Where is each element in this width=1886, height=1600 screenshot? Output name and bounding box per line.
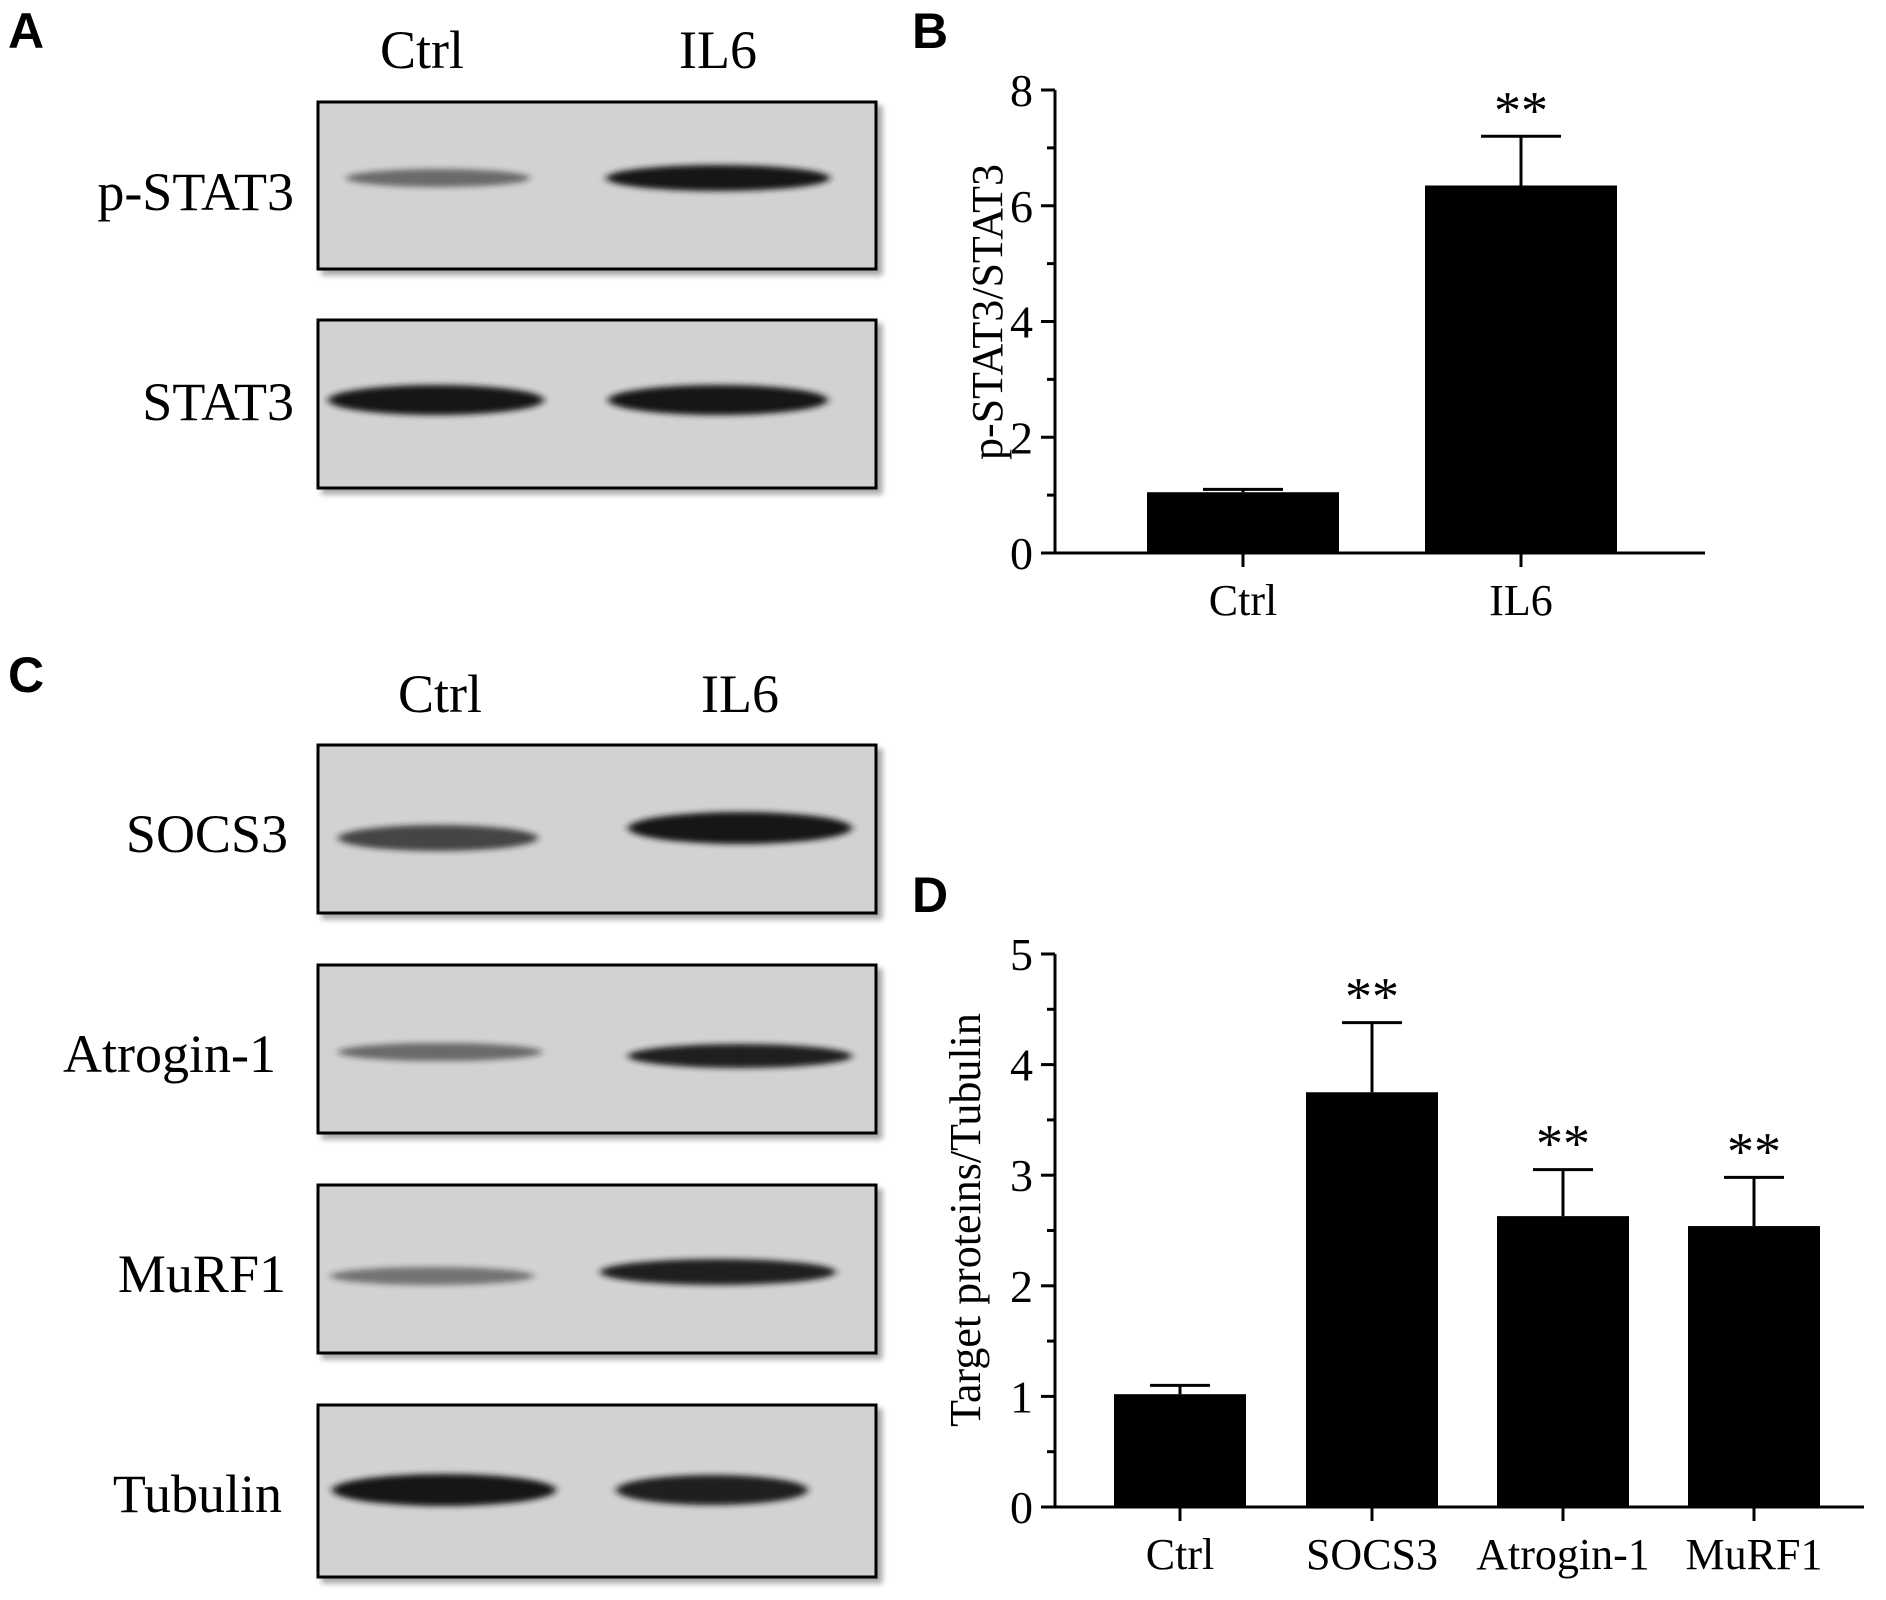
chart-b: 0 2 4 6 8 Ctrl ** IL6 (1010, 65, 1705, 625)
y-tick-label: 4 (1010, 1040, 1033, 1091)
panel-c: C Ctrl IL6 SOCS3 Atrogin-1 MuRF1 Tubulin (8, 647, 878, 1579)
lane-label-il6: IL6 (701, 664, 779, 724)
blot-socs3: SOCS3 (126, 743, 878, 915)
significance-label: ** (1727, 1121, 1781, 1181)
significance-label: ** (1345, 967, 1399, 1027)
band (606, 165, 830, 191)
band (338, 825, 538, 851)
bar-socs3 (1306, 1092, 1438, 1507)
panel-d: D Target proteins/Tubulin 0 1 2 3 4 5 Ctrl ** SO… (912, 867, 1864, 1579)
x-tick-label: MuRF1 (1686, 1530, 1823, 1579)
bar-atrogin-1 (1497, 1216, 1629, 1507)
band (628, 812, 852, 844)
panel-letter-b: B (912, 3, 948, 59)
panel-letter-c: C (8, 647, 44, 703)
blot-label: Atrogin-1 (63, 1024, 276, 1084)
panel-b: B p-STAT3/STAT3 0 2 4 6 8 Ctrl ** IL6 (912, 3, 1705, 625)
lane-label-ctrl: Ctrl (380, 20, 464, 80)
blot-atrogin-1: Atrogin-1 (63, 963, 878, 1135)
blot-label: p-STAT3 (97, 162, 294, 222)
blot-stat3: STAT3 (142, 318, 878, 490)
panel-a: A Ctrl IL6 p-STAT3 STAT3 (8, 3, 878, 490)
x-tick-label: Atrogin-1 (1476, 1530, 1650, 1579)
blot-p-stat3: p-STAT3 (97, 100, 878, 271)
blot-label: MuRF1 (118, 1244, 286, 1304)
chart-d: 0 1 2 3 4 5 Ctrl ** SOCS3 ** Atrogin-1 ** MuRF1 (1010, 929, 1864, 1579)
y-axis-label: Target proteins/Tubulin (941, 1013, 990, 1427)
y-tick-label: 4 (1010, 297, 1033, 348)
band (608, 385, 828, 415)
bar-ctrl (1147, 492, 1339, 553)
significance-label: ** (1536, 1114, 1590, 1174)
y-tick-label: 8 (1010, 65, 1033, 116)
band (600, 1259, 836, 1285)
band (628, 1044, 852, 1068)
x-tick-label: Ctrl (1146, 1530, 1214, 1579)
blot-tubulin: Tubulin (113, 1403, 878, 1579)
bar-murf1 (1688, 1226, 1820, 1507)
blot-label: SOCS3 (126, 804, 288, 864)
y-tick-label: 2 (1010, 1261, 1033, 1312)
blot-label: Tubulin (113, 1464, 282, 1524)
x-tick-label: IL6 (1489, 576, 1553, 625)
y-tick-label: 0 (1010, 1482, 1033, 1533)
band (346, 169, 530, 187)
blot-label: STAT3 (142, 372, 294, 432)
bar-ctrl (1114, 1394, 1246, 1507)
band (616, 1475, 808, 1505)
band (330, 1267, 534, 1285)
y-axis-label: p-STAT3/STAT3 (963, 164, 1012, 460)
lane-label-il6: IL6 (679, 20, 757, 80)
y-tick-label: 6 (1010, 181, 1033, 232)
lane-label-ctrl: Ctrl (398, 664, 482, 724)
x-tick-label: SOCS3 (1306, 1530, 1438, 1579)
significance-label: ** (1494, 80, 1548, 140)
bar-il6 (1425, 185, 1617, 553)
blot-murf1: MuRF1 (118, 1183, 878, 1355)
panel-letter-d: D (912, 867, 948, 923)
y-tick-label: 2 (1010, 412, 1033, 463)
y-tick-label: 5 (1010, 929, 1033, 980)
y-tick-label: 3 (1010, 1150, 1033, 1201)
band (332, 1474, 556, 1506)
band (338, 1043, 542, 1061)
y-tick-label: 1 (1010, 1371, 1033, 1422)
band (328, 385, 544, 415)
x-tick-label: Ctrl (1209, 576, 1277, 625)
y-tick-label: 0 (1010, 528, 1033, 579)
panel-letter-a: A (8, 3, 44, 59)
